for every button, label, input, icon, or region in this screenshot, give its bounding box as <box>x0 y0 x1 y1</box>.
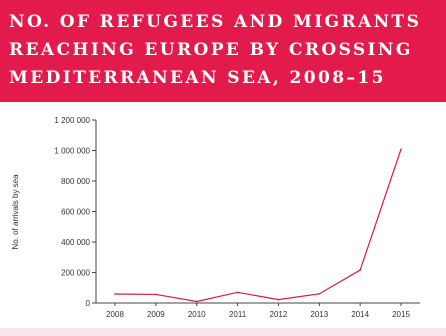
y-tick-label: 200 000 <box>61 269 90 278</box>
y-axis-label: No. of arrivals by sea <box>11 174 20 250</box>
y-tick-label: 0 <box>86 299 91 308</box>
title-banner: NO. OF REFUGEES AND MIGRANTS REACHING EU… <box>0 0 446 102</box>
data-point <box>236 291 239 294</box>
chart-area: 0 200 000 400 000 600 000 800 000 1 000 000 1 … <box>0 102 446 328</box>
x-tick-label: 2013 <box>310 310 328 319</box>
data-point <box>359 269 361 271</box>
chart-title: NO. OF REFUGEES AND MIGRANTS REACHING EU… <box>9 12 422 88</box>
y-tick-label: 400 000 <box>61 238 90 247</box>
data-point <box>155 293 157 296</box>
x-tick-label: 2009 <box>147 310 165 319</box>
x-tick-label: 2011 <box>229 310 247 319</box>
x-axis-ticks: 2008 2009 2010 2011 2012 2013 2014 2015 <box>106 303 410 319</box>
data-point <box>114 293 116 295</box>
line-chart: 0 200 000 400 000 600 000 800 000 1 000 000 1 … <box>11 116 420 319</box>
y-tick-label: 800 000 <box>61 177 90 186</box>
data-point <box>318 293 321 295</box>
y-axis-ticks: 0 200 000 400 000 600 000 800 000 1 000 000 1 … <box>54 116 96 308</box>
x-tick-label: 2010 <box>188 310 206 319</box>
x-tick-label: 2008 <box>106 310 124 319</box>
data-point <box>195 300 198 303</box>
y-tick-label: 1 200 000 <box>54 116 90 125</box>
footer-band <box>0 328 446 336</box>
data-point <box>400 148 402 151</box>
y-tick-label: 1 000 000 <box>54 147 90 156</box>
x-tick-label: 2014 <box>351 310 369 319</box>
x-tick-label: 2015 <box>392 310 410 319</box>
x-tick-label: 2012 <box>270 310 288 319</box>
y-tick-label: 600 000 <box>61 208 90 217</box>
series-line <box>114 149 402 303</box>
data-point <box>277 298 280 301</box>
